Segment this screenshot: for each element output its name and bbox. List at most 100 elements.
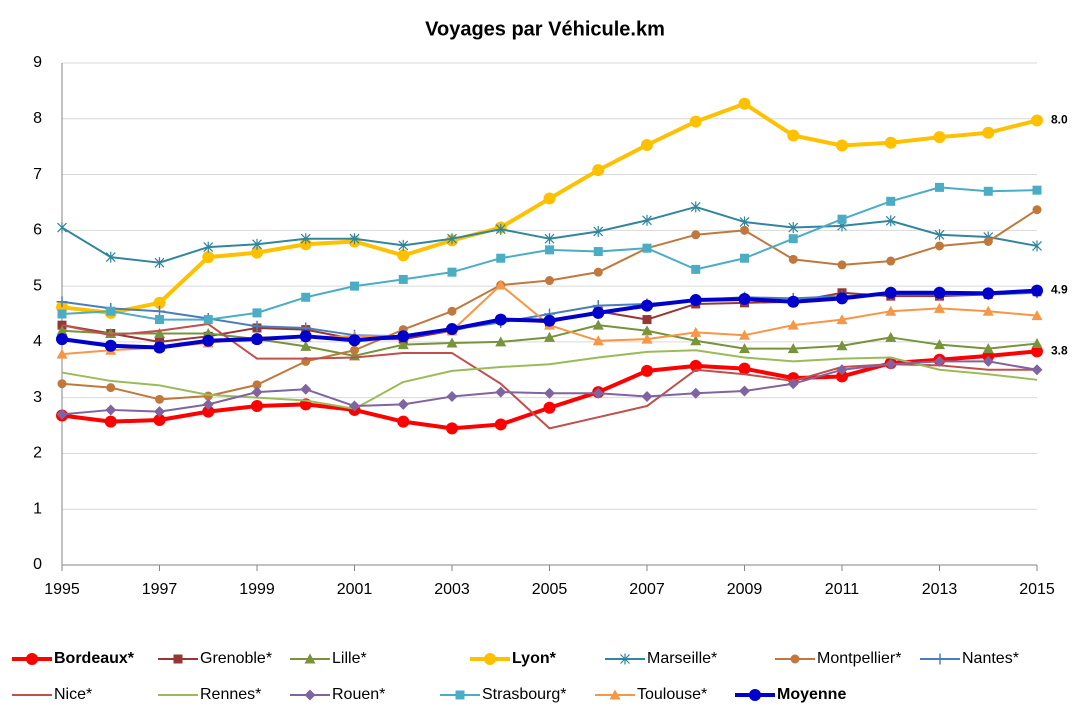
point <box>300 233 311 245</box>
point <box>739 343 750 354</box>
series <box>57 201 1042 269</box>
point <box>56 333 68 346</box>
point <box>348 334 361 347</box>
point <box>1031 345 1043 358</box>
line <box>61 349 1038 410</box>
point <box>56 408 68 420</box>
legend-label: Lille* <box>332 650 367 667</box>
point <box>642 243 652 253</box>
point <box>447 267 457 277</box>
legend-label: Rouen* <box>332 686 385 703</box>
point <box>982 126 995 139</box>
point <box>691 264 701 274</box>
point <box>251 386 263 398</box>
point <box>983 186 993 196</box>
point <box>593 247 603 257</box>
point <box>689 359 702 372</box>
point <box>885 305 897 316</box>
point <box>154 257 165 269</box>
legend-label: Toulouse* <box>637 686 707 703</box>
point <box>739 329 750 340</box>
legend-entry: Nice* <box>12 686 92 703</box>
point <box>885 358 897 370</box>
point <box>836 340 848 351</box>
point <box>153 413 166 426</box>
point <box>104 339 117 352</box>
point <box>690 201 701 213</box>
point <box>447 306 457 316</box>
point <box>106 383 116 393</box>
point <box>593 267 603 277</box>
point <box>543 192 556 205</box>
point <box>933 131 946 144</box>
point <box>691 230 701 240</box>
point <box>56 296 68 308</box>
point <box>300 340 312 351</box>
point <box>885 331 897 342</box>
point <box>56 348 68 359</box>
point <box>642 214 652 226</box>
legend-entry: Montpellier* <box>775 650 901 667</box>
point <box>545 276 554 286</box>
legend-entry: Strasbourg* <box>440 686 567 703</box>
point <box>982 305 994 316</box>
point <box>1031 310 1043 321</box>
point <box>154 406 165 418</box>
legend-marker <box>749 689 761 701</box>
y-tick-label: 9 <box>33 54 42 71</box>
point <box>641 333 653 344</box>
x-tick-label: 1997 <box>142 581 178 598</box>
point <box>1031 364 1043 376</box>
point <box>884 136 897 149</box>
value-label: 8.0 <box>1051 113 1068 127</box>
point <box>1031 114 1043 127</box>
point <box>202 405 215 418</box>
legend-label: Rennes* <box>200 686 261 703</box>
point <box>447 233 457 245</box>
point <box>740 225 749 235</box>
point <box>787 319 799 330</box>
legend-entry: Lyon* <box>470 650 557 667</box>
point <box>788 222 799 234</box>
point <box>982 355 994 367</box>
point <box>689 294 702 307</box>
point <box>251 400 263 413</box>
point <box>202 334 215 347</box>
point <box>690 335 702 346</box>
point <box>397 249 410 262</box>
legend-entry: Lille* <box>290 650 367 667</box>
point <box>104 415 117 428</box>
point <box>494 418 507 431</box>
legend-marker <box>455 690 465 700</box>
legend-marker <box>26 653 38 665</box>
point <box>738 292 751 305</box>
point <box>738 97 751 110</box>
legend-label: Moyenne <box>777 686 846 703</box>
legend-marker <box>173 654 183 664</box>
point <box>349 233 360 245</box>
point <box>982 343 994 354</box>
point <box>495 336 507 347</box>
point <box>495 386 507 398</box>
x-tick-label: 1995 <box>44 581 80 598</box>
legend-entry: Toulouse* <box>595 686 707 703</box>
point <box>837 214 847 224</box>
legend-marker <box>304 689 316 701</box>
point <box>154 305 165 317</box>
y-tick-label: 8 <box>33 110 42 127</box>
point <box>641 325 653 336</box>
point <box>934 339 945 350</box>
point <box>446 422 458 435</box>
point <box>252 238 262 250</box>
y-tick-label: 7 <box>33 166 42 183</box>
point <box>689 115 702 128</box>
x-tick-label: 2013 <box>922 581 958 598</box>
point <box>739 385 750 397</box>
legend-entry: Rouen* <box>290 686 385 703</box>
legend-marker <box>609 689 621 700</box>
point <box>935 241 944 251</box>
point <box>495 279 507 290</box>
legend-label: Nantes* <box>962 650 1019 667</box>
legend-marker <box>620 653 630 665</box>
point <box>787 343 799 354</box>
